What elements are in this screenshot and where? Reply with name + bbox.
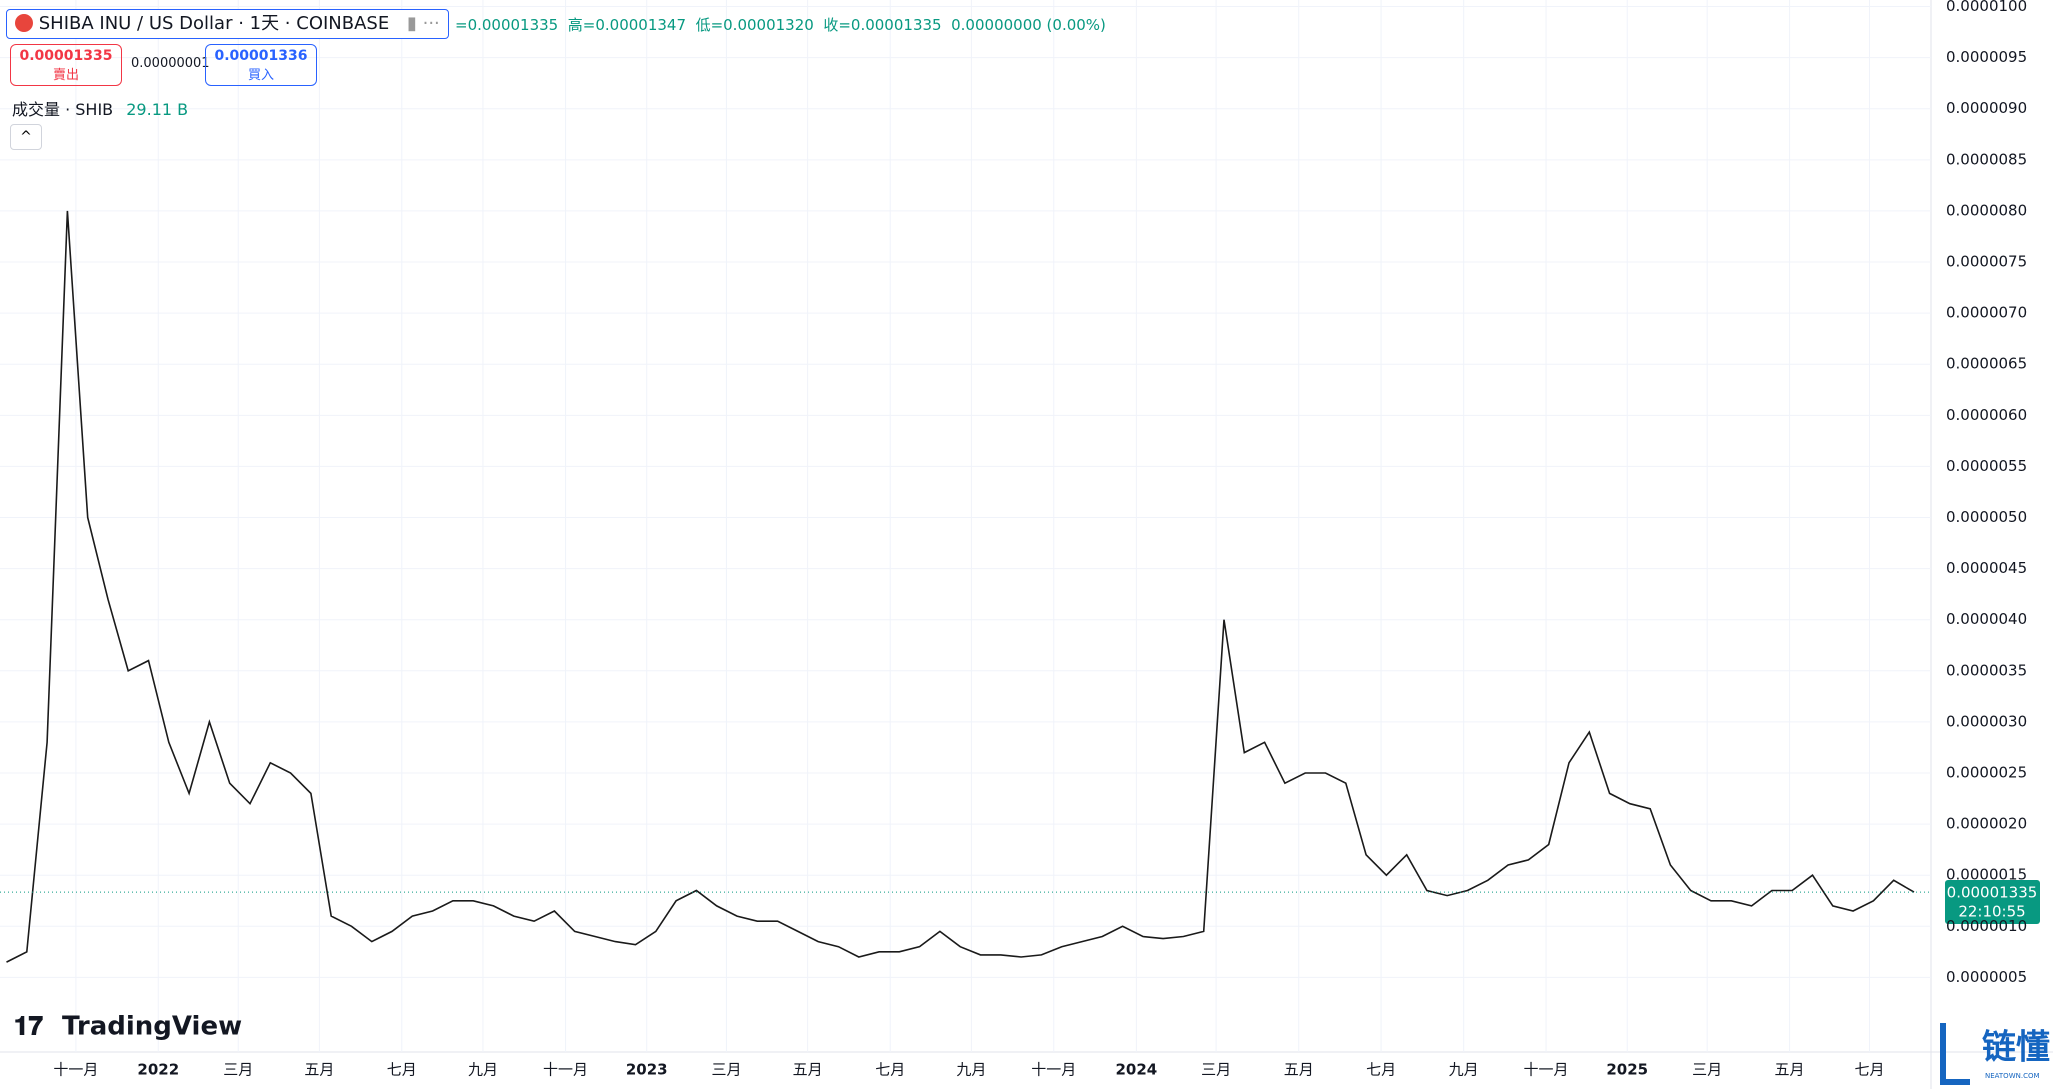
y-tick-label: 0.0000055 — [1946, 457, 2027, 475]
y-tick-label: 0.0000080 — [1946, 201, 2027, 219]
y-tick-label: 0.0000015 — [1946, 866, 2027, 884]
symbol-box[interactable]: SHIBA INU / US Dollar · 1天 · COINBASE ▮ … — [6, 9, 449, 39]
y-tick-label: 0.0000035 — [1946, 661, 2027, 679]
y-tick-label: 0.0000075 — [1946, 253, 2027, 271]
x-tick-label: 七月 — [387, 1061, 417, 1079]
buy-price: 0.00001336 — [214, 48, 308, 64]
logo-bar — [1940, 1023, 1946, 1085]
x-tick-label: 2022 — [137, 1061, 179, 1079]
x-tick-label: 九月 — [956, 1061, 986, 1079]
grid — [0, 0, 1931, 1052]
y-tick-label: 0.0000010 — [1946, 917, 2027, 935]
x-tick-label: 七月 — [1855, 1061, 1885, 1079]
y-tick-label: 0.0000045 — [1946, 559, 2027, 577]
sell-label: 賣出 — [52, 68, 79, 83]
x-tick-label: 十一月 — [543, 1061, 588, 1079]
x-tick-label: 三月 — [711, 1061, 741, 1079]
ohlc: =0.00001335 高=0.00001347 低=0.00001320 收=… — [455, 14, 1106, 35]
y-tick-label: 0.0000030 — [1946, 712, 2027, 730]
buy-label: 買入 — [247, 68, 274, 83]
sell-price: 0.00001335 — [19, 48, 113, 64]
x-tick-label: 2024 — [1115, 1061, 1157, 1079]
buy-button[interactable]: 0.00001336 買入 — [205, 44, 317, 86]
x-tick-label: 三月 — [223, 1061, 253, 1079]
x-tick-label: 七月 — [875, 1061, 905, 1079]
spread: 0.00000001 — [131, 56, 210, 71]
x-tick-label: 七月 — [1366, 1061, 1396, 1079]
x-tick-label: 五月 — [793, 1061, 823, 1079]
low: 低=0.00001320 — [695, 16, 814, 34]
symbol: SHIBA INU / US Dollar · 1天 · COINBASE — [38, 13, 390, 34]
high: 高=0.00001347 — [567, 16, 687, 34]
sell-button[interactable]: 0.00001335 賣出 — [10, 44, 122, 86]
volume-label: 成交量 · SHIB — [12, 100, 114, 119]
x-tick-label: 2023 — [626, 1061, 668, 1079]
collapse-button[interactable]: ^ — [10, 124, 42, 150]
price-tag-box — [1945, 880, 2040, 924]
price-tag: 0.00001335 — [1947, 884, 2038, 902]
logo-sub: NEATOWN.COM — [1985, 1072, 2040, 1080]
coin-icon — [15, 14, 33, 32]
logo-text: 链懂 — [1982, 1028, 2050, 1068]
x-tick-label: 五月 — [1775, 1061, 1805, 1079]
menu-dots: ▮ ··· — [406, 13, 440, 34]
x-tick-label: 三月 — [1692, 1061, 1722, 1079]
volume-legend: 成交量 · SHIB 29.11 B — [12, 96, 188, 120]
y-tick-label: 0.0000005 — [1946, 968, 2027, 986]
volume-value: 29.11 B — [126, 100, 189, 119]
x-tick-label: 五月 — [304, 1061, 334, 1079]
y-tick-label: 0.0000050 — [1946, 508, 2027, 526]
change: 0.00000000 (0.00%) — [951, 16, 1106, 34]
tradingview-logo: 𝟏𝟕 — [14, 1012, 43, 1042]
y-tick-label: 0.0000065 — [1946, 355, 2027, 373]
x-tick-label: 五月 — [1284, 1061, 1314, 1079]
x-tick-label: 十一月 — [1031, 1061, 1076, 1079]
x-tick-label: 十一月 — [53, 1061, 98, 1079]
y-tick-label: 0.0000095 — [1946, 48, 2027, 66]
y-tick-label: 0.0000060 — [1946, 406, 2027, 424]
tradingview-brand: TradingView — [62, 1012, 242, 1042]
close: 收=0.00001335 — [823, 16, 942, 34]
x-tick-label: 九月 — [468, 1061, 498, 1079]
logo-bar — [1940, 1079, 1970, 1085]
plot — [0, 210, 1931, 963]
open: =0.00001335 — [455, 16, 559, 34]
x-tick-label: 三月 — [1201, 1061, 1231, 1079]
y-tick-label: 0.0000090 — [1946, 99, 2027, 117]
x-tick-label: 2025 — [1606, 1061, 1648, 1079]
y-tick-label: 0.0000085 — [1946, 150, 2027, 168]
countdown: 22:10:55 — [1958, 903, 2025, 921]
x-tick-label: 九月 — [1449, 1061, 1479, 1079]
x-tick-label: 十一月 — [1524, 1061, 1569, 1079]
y-tick-label: 0.0000020 — [1946, 815, 2027, 833]
price-line — [6, 210, 1915, 963]
y-tick-label: 0.0000100 — [1946, 0, 2027, 15]
y-tick-label: 0.0000025 — [1946, 764, 2027, 782]
y-tick-label: 0.0000040 — [1946, 610, 2027, 628]
y-tick-label: 0.0000070 — [1946, 304, 2027, 322]
